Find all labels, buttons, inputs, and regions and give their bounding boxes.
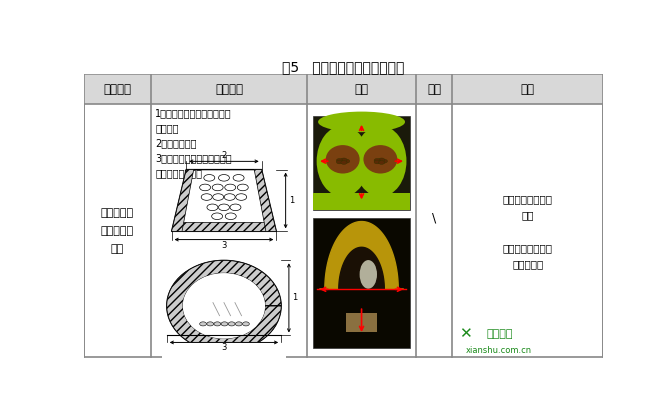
Circle shape xyxy=(214,322,220,326)
Circle shape xyxy=(230,204,241,211)
Ellipse shape xyxy=(326,145,360,173)
Text: ✕: ✕ xyxy=(459,326,472,341)
Circle shape xyxy=(212,213,222,220)
Circle shape xyxy=(225,213,237,220)
Polygon shape xyxy=(172,222,276,231)
Text: 图示: 图示 xyxy=(354,83,368,96)
Bar xyxy=(314,217,410,348)
Text: 1: 1 xyxy=(289,196,294,205)
Circle shape xyxy=(218,204,229,211)
Polygon shape xyxy=(339,247,385,289)
Circle shape xyxy=(224,194,235,200)
Ellipse shape xyxy=(360,260,377,289)
Text: 2: 2 xyxy=(221,151,226,160)
Polygon shape xyxy=(320,222,404,289)
Circle shape xyxy=(379,158,385,162)
Text: \: \ xyxy=(432,211,436,225)
Circle shape xyxy=(212,184,223,191)
Circle shape xyxy=(344,159,350,163)
Text: 供线束厂压接质量: 供线束厂压接质量 xyxy=(502,243,553,253)
Text: 2：压接宽度；: 2：压接宽度； xyxy=(155,139,197,148)
Circle shape xyxy=(235,322,242,326)
Circle shape xyxy=(374,158,381,162)
Ellipse shape xyxy=(354,126,407,197)
Circle shape xyxy=(233,175,244,181)
Circle shape xyxy=(243,322,249,326)
Circle shape xyxy=(336,158,342,162)
Text: 书要求；: 书要求； xyxy=(155,124,179,133)
Text: 1: 1 xyxy=(292,293,297,303)
Circle shape xyxy=(207,322,214,326)
Circle shape xyxy=(218,175,229,181)
Bar xyxy=(314,193,410,210)
Ellipse shape xyxy=(317,126,368,197)
Circle shape xyxy=(228,322,235,326)
Ellipse shape xyxy=(167,260,281,352)
Circle shape xyxy=(381,159,387,163)
Circle shape xyxy=(204,175,215,181)
Polygon shape xyxy=(172,170,276,231)
Text: 3: 3 xyxy=(221,343,226,352)
Circle shape xyxy=(336,160,342,164)
Circle shape xyxy=(379,161,385,164)
Text: 判定: 判定 xyxy=(427,83,442,96)
Polygon shape xyxy=(172,170,194,231)
Bar xyxy=(346,313,377,333)
Ellipse shape xyxy=(318,112,405,132)
Circle shape xyxy=(200,322,206,326)
Bar xyxy=(343,151,381,183)
Text: xianshu.com.cn: xianshu.com.cn xyxy=(466,346,531,355)
Circle shape xyxy=(224,184,236,191)
Polygon shape xyxy=(254,170,276,231)
Text: 3：可测量的压接宽度：符合: 3：可测量的压接宽度：符合 xyxy=(155,153,232,163)
Circle shape xyxy=(236,194,247,200)
Text: 描述: 描述 xyxy=(521,83,535,96)
Circle shape xyxy=(207,204,218,211)
Circle shape xyxy=(374,160,381,164)
Text: 表5   导体压接剖面要求及图示: 表5 导体压接剖面要求及图示 xyxy=(282,60,405,75)
Bar xyxy=(314,116,410,210)
Circle shape xyxy=(212,194,224,200)
Text: 定。: 定。 xyxy=(521,211,534,221)
Text: 仅做记录，不做判: 仅做记录，不做判 xyxy=(502,194,553,205)
Circle shape xyxy=(341,158,347,162)
Text: 技术要求: 技术要求 xyxy=(215,83,243,96)
Circle shape xyxy=(237,184,249,191)
Text: 压接高度、
宽度（参考
项）: 压接高度、 宽度（参考 项） xyxy=(101,208,134,254)
Circle shape xyxy=(341,161,347,164)
Ellipse shape xyxy=(183,273,265,339)
Ellipse shape xyxy=(363,145,397,173)
Text: 检查项目: 检查项目 xyxy=(103,83,131,96)
Text: 管控记录。: 管控记录。 xyxy=(512,259,543,269)
Bar xyxy=(161,342,286,358)
Circle shape xyxy=(221,322,228,326)
Bar xyxy=(84,75,603,104)
Text: 1：压接高度：符合端子规格: 1：压接高度：符合端子规格 xyxy=(155,109,232,119)
Text: 3: 3 xyxy=(221,241,226,249)
Text: 端子规格书要求。: 端子规格书要求。 xyxy=(155,168,202,178)
Polygon shape xyxy=(167,260,281,352)
Text: 线束来来: 线束来来 xyxy=(486,329,513,339)
Circle shape xyxy=(200,184,210,191)
Circle shape xyxy=(201,194,212,200)
